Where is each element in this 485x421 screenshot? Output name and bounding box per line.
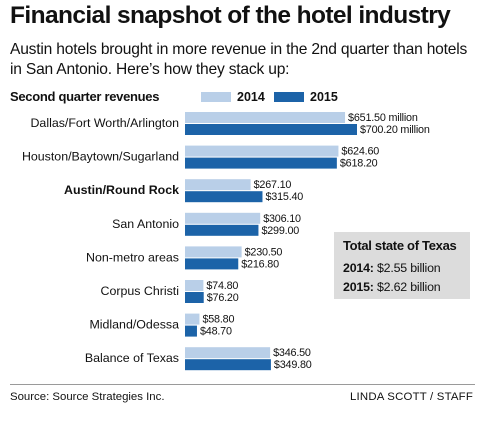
value-label-2015-san-antonio: $299.00: [261, 225, 299, 237]
source-note: Source: Source Strategies Inc.: [10, 391, 165, 403]
value-label-2015-houston-baytown-sugarland: $618.20: [340, 158, 378, 170]
legend-item-2014: 2014: [201, 90, 265, 104]
value-label-2015-dallas-fort-worth-arlington: $700.20 million: [360, 124, 430, 136]
bar-2015-midland-odessa: [185, 325, 197, 337]
bar-2015-non-metro-areas: [185, 258, 239, 270]
total-title: Total state of Texas: [343, 238, 457, 253]
footer-divider: [10, 384, 475, 385]
bar-2014-corpus-christi: [185, 280, 204, 291]
legend-swatch-2015: [274, 92, 304, 102]
category-label-dallas-fort-worth-arlington: Dallas/Fort Worth/Arlington: [30, 116, 179, 130]
value-label-2014-corpus-christi: $74.80: [206, 280, 238, 292]
category-label-midland-odessa: Midland/Odessa: [89, 318, 179, 332]
bar-2015-dallas-fort-worth-arlington: [185, 124, 357, 135]
chart-title: Financial snapshot of the hotel industry: [10, 2, 451, 29]
value-label-2015-balance-of-texas: $349.80: [274, 359, 312, 371]
value-label-2015-non-metro-areas: $216.80: [241, 258, 279, 270]
value-label-2014-dallas-fort-worth-arlington: $651.50 million: [348, 112, 418, 124]
legend-label-2014: 2014: [237, 90, 265, 104]
category-label-san-antonio: San Antonio: [112, 217, 179, 231]
total-state-box: Total state of Texas 2014: $2.55 billion…: [334, 232, 470, 299]
total-value-2015: $2.62 billion: [376, 280, 441, 294]
category-label-corpus-christi: Corpus Christi: [101, 284, 180, 298]
legend-item-2015: 2015: [274, 90, 338, 104]
total-value-2014: $2.55 billion: [376, 261, 441, 275]
staff-credit: LINDA SCOTT / STAFF: [350, 391, 473, 403]
bar-2014-dallas-fort-worth-arlington: [185, 112, 346, 123]
chart-subtitle: Austin hotels brought in more revenue in…: [10, 41, 468, 78]
bar-2014-balance-of-texas: [185, 347, 271, 359]
value-label-2014-balance-of-texas: $346.50: [273, 347, 311, 359]
bar-2014-san-antonio: [185, 212, 261, 224]
legend-swatch-2014: [201, 92, 231, 102]
bar-chart: Dallas/Fort Worth/Arlington $651.50 milli…: [22, 112, 430, 371]
bar-2014-non-metro-areas: [185, 246, 242, 258]
section-label: Second quarter revenues: [10, 89, 160, 104]
value-label-2014-san-antonio: $306.10: [263, 213, 301, 225]
legend-label-2015: 2015: [310, 90, 338, 104]
category-label-balance-of-texas: Balance of Texas: [85, 351, 179, 365]
total-label-2014: 2014:: [343, 261, 374, 275]
value-label-2014-houston-baytown-sugarland: $624.60: [341, 146, 379, 158]
value-label-2015-midland-odessa: $48.70: [200, 326, 232, 338]
total-line-2015: 2015: $2.62 billion: [343, 278, 470, 297]
bar-2015-houston-baytown-sugarland: [185, 157, 337, 169]
bar-2015-san-antonio: [185, 224, 259, 236]
value-label-2015-corpus-christi: $76.20: [207, 292, 239, 304]
value-label-2014-midland-odessa: $58.80: [202, 314, 234, 326]
bar-2015-balance-of-texas: [185, 359, 271, 371]
total-line-2014: 2014: $2.55 billion: [343, 259, 470, 278]
value-label-2014-austin-round-rock: $267.10: [254, 179, 292, 191]
value-label-2015-austin-round-rock: $315.40: [265, 191, 303, 203]
bar-2015-austin-round-rock: [185, 191, 263, 203]
total-label-2015: 2015:: [343, 280, 374, 294]
bar-2014-houston-baytown-sugarland: [185, 145, 339, 157]
category-label-austin-round-rock: Austin/Round Rock: [64, 183, 179, 197]
bar-2015-corpus-christi: [185, 292, 204, 303]
bar-2014-midland-odessa: [185, 313, 200, 325]
category-label-non-metro-areas: Non-metro areas: [86, 250, 179, 264]
category-label-houston-baytown-sugarland: Houston/Baytown/Sugarland: [22, 150, 179, 164]
bar-2014-austin-round-rock: [185, 179, 251, 191]
value-label-2014-non-metro-areas: $230.50: [245, 246, 283, 258]
